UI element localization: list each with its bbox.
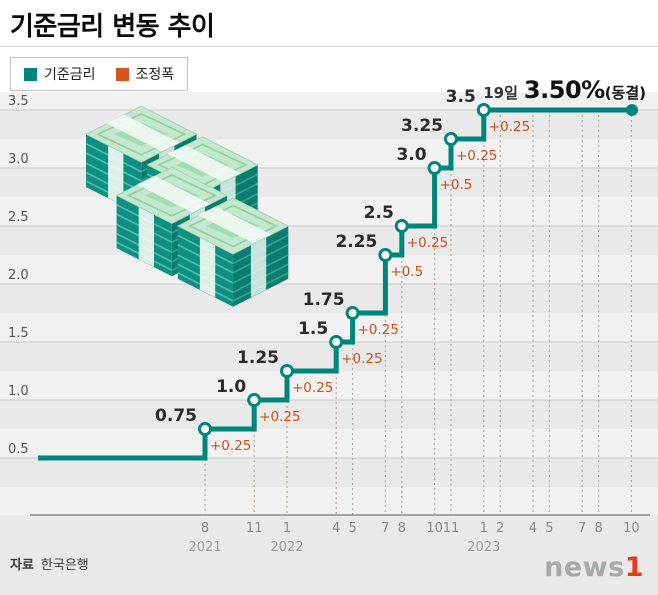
source-label: 자료 (10, 558, 34, 573)
svg-text:8: 8 (594, 521, 602, 536)
svg-text:3.25: 3.25 (401, 116, 443, 136)
svg-text:1.75: 1.75 (303, 290, 345, 310)
svg-text:2: 2 (496, 521, 504, 536)
svg-text:7: 7 (578, 521, 586, 536)
svg-text:1: 1 (480, 521, 488, 536)
page-title: 기준금리 변동 추이 (10, 12, 215, 42)
svg-text:1.5: 1.5 (298, 319, 328, 339)
change-markers (198, 103, 638, 436)
svg-text:1.0: 1.0 (216, 377, 246, 397)
latest-rate-annotation: 19일 3.50% (동결) (483, 76, 646, 104)
svg-text:1.5: 1.5 (8, 326, 29, 341)
svg-text:3.0: 3.0 (8, 152, 29, 167)
logo-accent: 1 (624, 552, 644, 583)
svg-text:11: 11 (246, 521, 263, 536)
svg-text:2.5: 2.5 (364, 203, 394, 223)
legend-label-base-rate: 기준금리 (44, 67, 96, 83)
svg-text:2022: 2022 (270, 540, 303, 555)
rate-labels: 0.75 1.0 1.25 1.5 1.75 2.25 2.5 3.0 3.253.5 (155, 87, 476, 426)
svg-text:10: 10 (623, 521, 640, 536)
year-labels: 2021 2022 2023 (188, 540, 500, 555)
svg-text:11: 11 (443, 521, 460, 536)
annotation-date: 19일 (483, 84, 518, 102)
svg-text:2.25: 2.25 (335, 232, 377, 252)
title-divider (0, 46, 658, 47)
money-stacks-illustration (85, 105, 290, 308)
svg-text:+0.25: +0.25 (259, 409, 300, 425)
source-value: 한국은행 (40, 558, 89, 573)
svg-text:1.0: 1.0 (8, 384, 29, 399)
svg-text:+0.25: +0.25 (341, 351, 382, 367)
svg-text:2.0: 2.0 (8, 268, 29, 283)
legend-label-change: 조정폭 (135, 67, 175, 83)
svg-text:8: 8 (201, 521, 209, 536)
svg-text:1.25: 1.25 (237, 348, 279, 368)
svg-text:4: 4 (529, 521, 537, 536)
svg-text:+0.5: +0.5 (390, 264, 423, 280)
annotation-rate: 3.50% (523, 76, 605, 104)
svg-text:+0.25: +0.25 (407, 235, 448, 251)
rate-step-line (38, 107, 632, 461)
svg-text:3.5: 3.5 (8, 94, 29, 109)
legend-item-change: 조정폭 (115, 64, 175, 84)
x-tick-labels: 8 11 1 4 5 7 8 10 11 1 2 4 5 7 8 10 (201, 521, 640, 536)
svg-text:1: 1 (283, 521, 291, 536)
chart-legend: 기준금리 조정폭 (10, 57, 189, 91)
svg-text:3.0: 3.0 (396, 145, 426, 165)
svg-text:+0.5: +0.5 (440, 177, 473, 193)
news1-logo: news1 (544, 552, 644, 583)
event-guide-lines (204, 110, 633, 515)
legend-item-base-rate: 기준금리 (24, 64, 96, 84)
change-swatch (115, 67, 129, 81)
source-note: 자료 한국은행 (10, 554, 89, 573)
svg-text:+0.25: +0.25 (210, 438, 251, 454)
annotation-status: (동결) (604, 84, 646, 102)
svg-text:7: 7 (381, 521, 389, 536)
y-axis-labels: 0.5 1.0 1.5 2.0 2.5 3.0 3.5 (8, 94, 29, 457)
svg-text:4: 4 (332, 521, 340, 536)
base-rate-swatch (24, 67, 37, 81)
change-labels: +0.25 +0.25 +0.25 +0.25 +0.25 +0.5 +0.25 +0.5 +0… (210, 119, 530, 454)
logo-text: news (544, 552, 625, 583)
svg-text:2023: 2023 (467, 540, 500, 555)
svg-text:+0.25: +0.25 (358, 322, 399, 338)
svg-text:+0.25: +0.25 (489, 119, 530, 135)
svg-text:2.5: 2.5 (8, 210, 29, 225)
svg-text:+0.25: +0.25 (292, 380, 333, 396)
latest-point (626, 104, 638, 116)
svg-text:2021: 2021 (188, 540, 221, 555)
svg-text:3.5: 3.5 (446, 87, 476, 107)
svg-text:8: 8 (398, 521, 406, 536)
svg-text:0.5: 0.5 (8, 442, 29, 457)
svg-text:+0.25: +0.25 (456, 148, 497, 164)
svg-text:0.75: 0.75 (155, 406, 197, 426)
svg-text:5: 5 (545, 521, 553, 536)
svg-text:5: 5 (348, 521, 356, 536)
svg-text:10: 10 (426, 521, 443, 536)
